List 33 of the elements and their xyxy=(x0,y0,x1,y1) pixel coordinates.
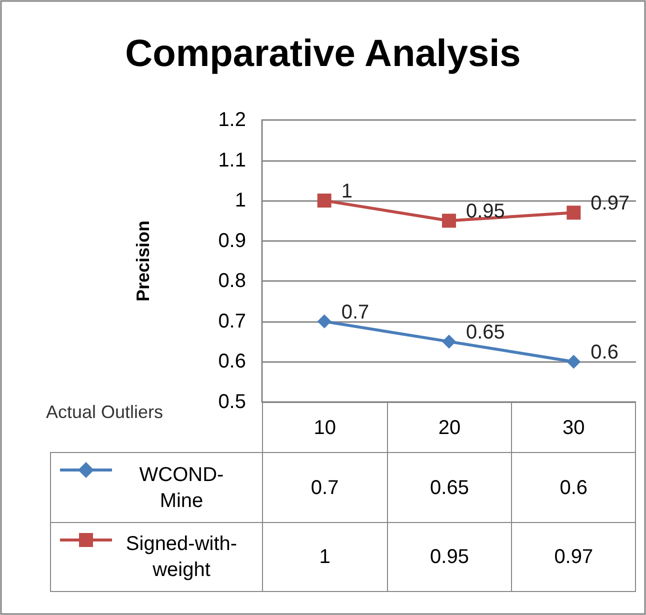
legend-label: Signed-with-weight xyxy=(126,532,238,583)
x-tick-label: 20 xyxy=(386,402,512,452)
point xyxy=(566,354,581,369)
point xyxy=(442,334,456,349)
text: 1 xyxy=(262,522,387,592)
legend-label: WCOND-Mine xyxy=(139,462,224,514)
y-axis-title: Precision xyxy=(133,220,153,302)
point xyxy=(566,206,581,220)
x-axis-title: Actual Outliers xyxy=(46,402,164,422)
text: 0.7 xyxy=(262,452,387,522)
data-label: 1 xyxy=(341,180,352,203)
y-tick-label: 1.1 xyxy=(218,149,246,172)
point xyxy=(317,194,332,208)
y-tick-label: 0.8 xyxy=(218,270,246,292)
y-tick-label: 0.6 xyxy=(218,350,246,373)
data-label: 0.65 xyxy=(466,322,505,344)
data-label: 0.7 xyxy=(341,301,370,324)
x-tick-label: 30 xyxy=(511,402,636,452)
text: 0.95 xyxy=(386,522,512,592)
y-tick-label: 1 xyxy=(234,190,246,212)
x-tick-label: 10 xyxy=(262,402,387,452)
data-label: 0.97 xyxy=(590,192,630,215)
text: 0.6 xyxy=(511,452,636,522)
text: 0.97 xyxy=(511,522,636,592)
text: 0.65 xyxy=(386,452,512,522)
y-tick-label: 0.7 xyxy=(218,310,246,332)
point xyxy=(442,214,456,228)
y-tick-label: 0.5 xyxy=(218,391,246,413)
point xyxy=(317,314,332,328)
data-label: 0.6 xyxy=(590,342,618,364)
chart-title: Comparative Analysis xyxy=(125,33,521,75)
y-tick-label: 1.2 xyxy=(218,109,246,131)
y-tick-label: 0.9 xyxy=(218,230,246,252)
